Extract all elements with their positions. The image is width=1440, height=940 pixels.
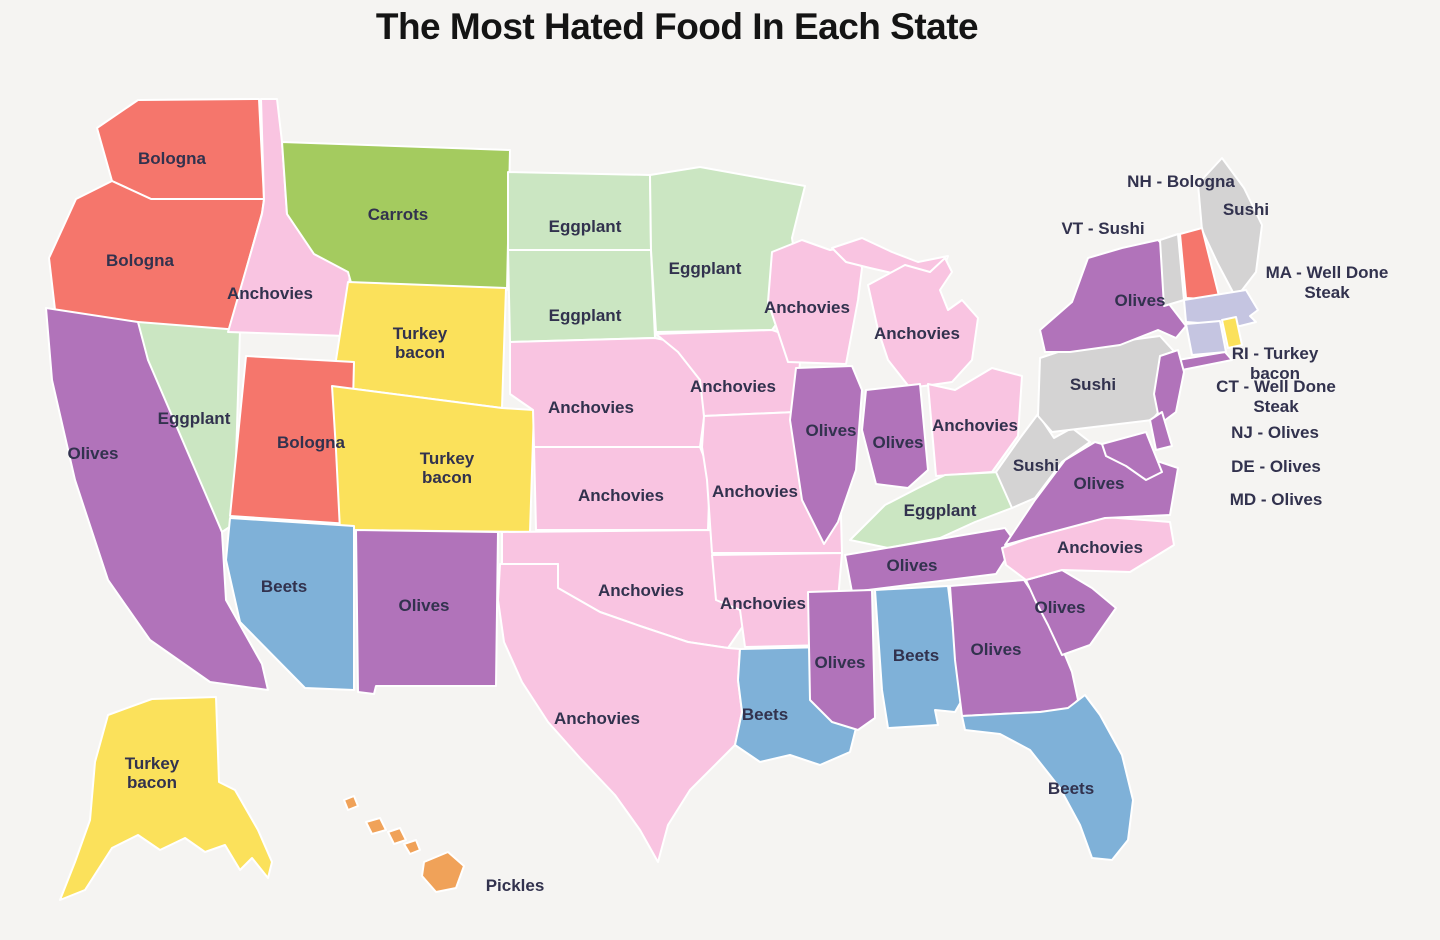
state-label-sc: Olives — [1034, 598, 1085, 617]
state-label-me: Sushi — [1223, 200, 1269, 219]
state-nd — [507, 171, 652, 251]
state-nm — [355, 529, 499, 695]
state-label-ga: Olives — [970, 640, 1021, 659]
state-hi-1 — [343, 795, 359, 811]
state-de — [1149, 411, 1173, 451]
state-label-mt: Carrots — [368, 205, 428, 224]
state-label-wv: Sushi — [1013, 456, 1059, 475]
state-tx — [497, 563, 743, 863]
state-ms — [807, 589, 876, 731]
state-label-al: Beets — [893, 646, 939, 665]
state-label-sd: Eggplant — [549, 306, 622, 325]
state-label-tn: Olives — [886, 556, 937, 575]
state-label-ok: Anchovies — [598, 581, 684, 600]
state-hi-2 — [365, 817, 387, 835]
state-sc — [1025, 569, 1117, 656]
state-label-pa: Sushi — [1070, 375, 1116, 394]
state-label-ar: Anchovies — [720, 594, 806, 613]
state-wv — [995, 413, 1091, 509]
state-label-ne: Anchovies — [548, 398, 634, 417]
state-label-il: Olives — [805, 421, 856, 440]
state-label-ia: Anchovies — [690, 377, 776, 396]
state-hi-5 — [421, 851, 465, 893]
external-label-ma: MA - Well Done Steak — [1266, 263, 1389, 302]
state-il — [789, 365, 863, 545]
state-label-ca: Olives — [67, 444, 118, 463]
external-label-ri: RI - Turkey bacon — [1232, 344, 1319, 383]
external-label-nh: NH - Bologna — [1127, 172, 1235, 191]
state-mi-2 — [867, 257, 979, 389]
state-md — [1101, 431, 1163, 481]
state-ne — [509, 337, 705, 448]
state-label-wa: Bologna — [138, 149, 207, 168]
state-fl — [961, 694, 1134, 861]
state-label-va: Olives — [1073, 474, 1124, 493]
state-label-nc: Anchovies — [1057, 538, 1143, 557]
state-label-nv: Eggplant — [158, 409, 231, 428]
external-label-nj: NJ - Olives — [1231, 423, 1319, 442]
state-label-oh: Anchovies — [932, 416, 1018, 435]
state-label-id: Anchovies — [227, 284, 313, 303]
state-label-ky: Eggplant — [904, 501, 977, 520]
page-title: The Most Hated Food In Each State — [375, 6, 979, 47]
state-hi-3 — [387, 827, 407, 845]
state-ak — [59, 696, 273, 901]
state-label-mi: Anchovies — [874, 324, 960, 343]
state-ri — [1221, 316, 1243, 349]
state-label-az: Beets — [261, 577, 307, 596]
state-label-ny: Olives — [1114, 291, 1165, 310]
state-sd — [507, 249, 656, 343]
state-hi-4 — [403, 839, 421, 855]
state-label-nd: Eggplant — [549, 217, 622, 236]
external-label-vt: VT - Sushi — [1061, 219, 1144, 238]
state-nj — [1153, 349, 1185, 425]
external-label-md: MD - Olives — [1230, 490, 1323, 509]
external-label-ct: CT - Well Done Steak — [1216, 377, 1336, 416]
state-me — [1197, 157, 1263, 299]
state-label-ut: Bologna — [277, 433, 346, 452]
state-label-tx: Anchovies — [554, 709, 640, 728]
state-label-or: Bologna — [106, 251, 175, 270]
external-label-de: DE - Olives — [1231, 457, 1321, 476]
state-label-ak: Turkey bacon — [125, 754, 180, 792]
state-label-nm: Olives — [398, 596, 449, 615]
state-label-mo: Anchovies — [712, 482, 798, 501]
state-label-hi: Pickles — [486, 876, 545, 895]
state-wi — [767, 239, 863, 365]
state-label-fl: Beets — [1048, 779, 1094, 798]
state-nv — [137, 321, 241, 533]
state-label-ms: Olives — [814, 653, 865, 672]
state-in — [861, 383, 929, 489]
state-label-ks: Anchovies — [578, 486, 664, 505]
state-az — [225, 517, 355, 691]
state-label-mn: Eggplant — [669, 259, 742, 278]
state-label-in: Olives — [872, 433, 923, 452]
state-label-la: Beets — [742, 705, 788, 724]
state-ct — [1185, 320, 1227, 356]
state-label-wy: Turkey bacon — [393, 324, 448, 362]
state-label-co: Turkey bacon — [420, 449, 475, 487]
state-label-wi: Anchovies — [764, 298, 850, 317]
